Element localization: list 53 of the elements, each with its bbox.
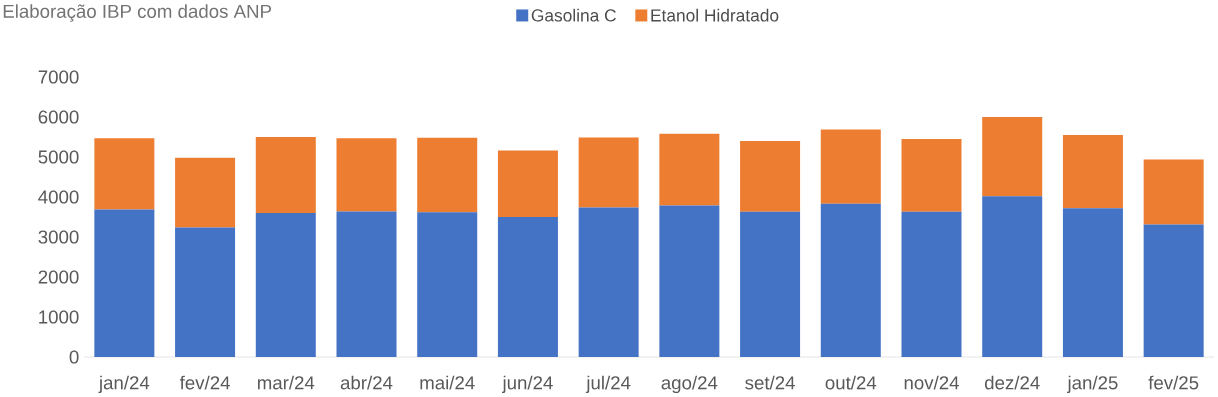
text: Elaboração IBP com dados ANP <box>3 4 272 22</box>
x-tick-label: set/24 <box>745 375 795 390</box>
bar <box>497 217 558 357</box>
x-tick-label: ago/24 <box>661 375 718 394</box>
bar <box>578 137 639 208</box>
x-tick-label: jan/24 <box>98 375 150 394</box>
x-tick-label: mai/24 <box>420 375 475 390</box>
bar <box>1062 135 1123 209</box>
y-tick-label: 2000 <box>38 270 79 284</box>
x-tick-label: jan/25 <box>1067 375 1118 394</box>
bar <box>982 117 1043 197</box>
bar <box>417 137 478 213</box>
bar <box>1143 224 1204 357</box>
bar <box>982 196 1043 357</box>
bar <box>740 141 801 212</box>
bar <box>901 211 962 357</box>
x-tick-label: abr/24 <box>340 375 393 390</box>
legend-label: Etanol Hidratado <box>651 8 779 22</box>
x-tick-label: fev/24 <box>179 375 230 390</box>
legend-label: Gasolina C <box>531 8 616 22</box>
bar <box>659 133 720 206</box>
bar <box>175 157 236 228</box>
bar <box>578 207 639 357</box>
y-tick-label: 6000 <box>38 110 79 124</box>
bar <box>901 139 962 212</box>
x-tick-label: mar/24 <box>257 375 315 390</box>
bar <box>94 209 155 357</box>
bar <box>497 150 558 218</box>
x-tick-label: out/24 <box>825 375 877 390</box>
x-tick-label: dez/24 <box>984 375 1040 390</box>
x-tick-label: nov/24 <box>904 375 959 390</box>
bar <box>417 212 478 357</box>
bar <box>1143 159 1204 225</box>
x-tick-label: jul/24 <box>585 375 631 394</box>
bar <box>820 129 881 204</box>
bar <box>1062 208 1123 357</box>
bar <box>255 213 316 357</box>
bar <box>175 227 236 357</box>
bar <box>336 138 397 212</box>
bar <box>94 138 155 210</box>
bar <box>255 137 316 214</box>
y-tick-label: 0 <box>69 350 79 364</box>
y-tick-label: 4000 <box>38 190 79 204</box>
bar <box>336 211 397 357</box>
bar <box>820 203 881 357</box>
bar <box>659 205 720 357</box>
y-tick-label: 5000 <box>38 150 79 164</box>
x-tick-label: fev/25 <box>1148 375 1199 390</box>
y-tick-label: 3000 <box>38 230 79 244</box>
bar <box>740 211 801 357</box>
y-tick-label: 1000 <box>39 310 79 324</box>
y-tick-label: 7000 <box>38 70 79 84</box>
x-tick-label: jun/24 <box>502 375 553 394</box>
